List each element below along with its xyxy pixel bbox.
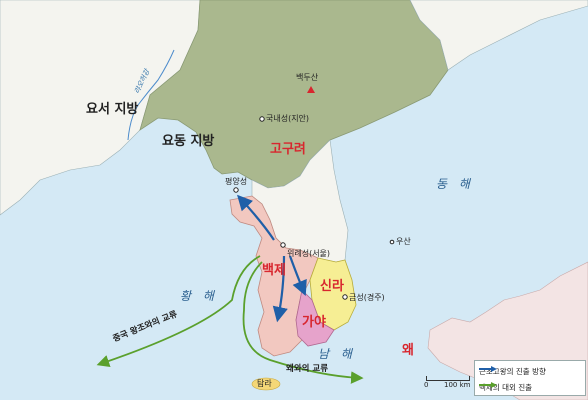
scale-zero: 0 — [424, 381, 429, 389]
region-yoseo: 요서 지방 — [86, 102, 139, 117]
liao-river — [127, 49, 175, 141]
place-pyeongyang: 평양성 — [225, 177, 248, 186]
legend-blue-arrow-icon — [479, 366, 497, 372]
green-route-wa — [242, 261, 364, 384]
kingdom-silla: 신라 — [320, 279, 344, 294]
sea-yellow: 황 해 — [180, 289, 218, 303]
kingdom-baekje: 백제 — [262, 263, 286, 278]
place-baekdusan: 백두산 — [296, 73, 319, 82]
kingdom-gaya: 가야 — [302, 315, 326, 330]
place-geumseong: 금성(경주) — [349, 293, 385, 302]
route-wa-label: 왜와의 교류 — [286, 364, 329, 374]
sea-east: 동 해 — [436, 177, 474, 191]
kingdom-goguryeo: 고구려 — [270, 142, 306, 157]
kingdom-wa: 왜 — [402, 343, 414, 358]
tamna-island — [251, 377, 281, 391]
sea-south: 남 해 — [318, 347, 356, 361]
baekdusan-marker — [307, 86, 315, 93]
legend-item-baekje: 백제의 대외 진출 — [479, 382, 532, 393]
geumseong-marker — [342, 294, 348, 300]
usan-marker — [389, 239, 395, 245]
gaya-territory — [295, 289, 335, 347]
legend: 근초고왕의 진출 방향 백제의 대외 진출 — [474, 360, 586, 396]
scale-bar: 0 100 km — [424, 376, 476, 390]
wiryeseong-marker — [280, 242, 286, 248]
silla-territory — [309, 257, 357, 331]
scale-distance: 100 km — [444, 381, 471, 389]
blue-arrow-north — [237, 194, 275, 241]
region-yodong: 요동 지방 — [162, 134, 215, 149]
green-route-china — [96, 255, 261, 368]
blue-arrow-southeast — [288, 255, 307, 297]
pyeongyang-marker — [233, 187, 239, 193]
scale-bar-line — [426, 376, 470, 381]
legend-item-geunchogo: 근초고왕의 진출 방향 — [479, 366, 546, 377]
legend-green-arrow-icon — [479, 382, 497, 388]
legend-label-baekje: 백제의 대외 진출 — [479, 383, 533, 392]
blue-arrow-south — [272, 255, 288, 323]
baekje-territory — [229, 195, 319, 357]
place-tamna: 탐라 — [257, 379, 272, 388]
gungnae-marker — [259, 116, 265, 122]
east-land — [409, 0, 588, 71]
legend-label-geunchogo: 근초고왕의 진출 방향 — [479, 367, 546, 376]
place-wiryeseong: 위례성(서울) — [287, 249, 331, 258]
place-gungnae: 국내성(지안) — [266, 114, 310, 123]
place-usan: 우산 — [396, 237, 411, 246]
